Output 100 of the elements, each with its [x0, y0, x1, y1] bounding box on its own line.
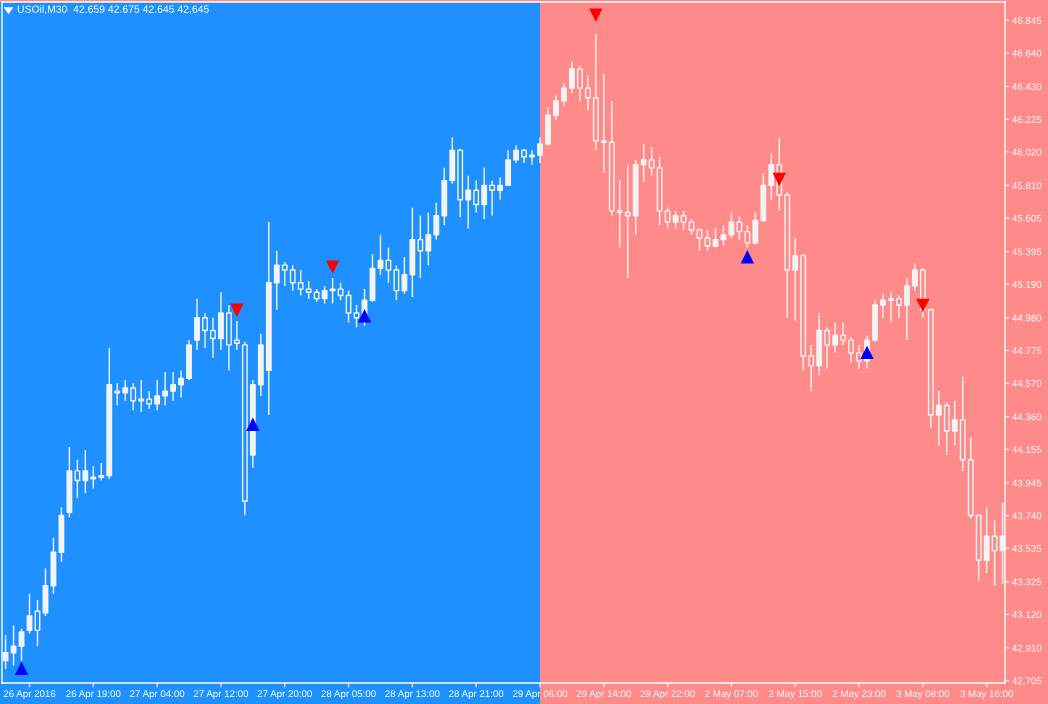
candlestick — [218, 291, 224, 351]
candlestick — [720, 224, 727, 247]
y-tick-label: 45.395 — [1012, 248, 1042, 256]
candlestick — [967, 436, 974, 520]
candlestick — [233, 320, 240, 351]
x-tick-label: 28 Apr 05:00 — [321, 690, 376, 700]
candlestick — [872, 299, 878, 343]
candlestick — [664, 207, 671, 230]
candlestick — [497, 176, 504, 201]
candlestick — [162, 371, 169, 407]
candlestick — [225, 304, 232, 372]
candlestick — [241, 341, 248, 517]
candlestick — [441, 167, 448, 226]
candlestick — [194, 297, 200, 351]
candlestick — [289, 264, 296, 292]
candlestick — [385, 246, 392, 284]
candlestick — [608, 100, 615, 217]
candlestick — [98, 462, 105, 482]
candlestick — [130, 382, 137, 411]
x-tick-label: 26 Apr 2016 — [3, 690, 56, 700]
x-tick-label: 27 Apr 04:00 — [130, 690, 185, 700]
candlestick — [345, 289, 352, 324]
candlestick — [146, 390, 153, 410]
point — [246, 418, 260, 431]
x-tick-label: 28 Apr 13:00 — [385, 690, 440, 700]
point — [358, 309, 371, 323]
y-tick-label: 44.155 — [1012, 446, 1042, 453]
candlestick — [784, 191, 791, 319]
y-tick-label: 45.605 — [1012, 214, 1042, 222]
y-tick-label: 46.225 — [1012, 115, 1042, 123]
candlestick — [927, 307, 934, 429]
candlestick — [919, 267, 926, 319]
candlestick — [513, 144, 519, 164]
candlestick — [840, 321, 847, 346]
candlestick — [74, 459, 81, 499]
candlestick — [537, 136, 543, 164]
y-tick-label: 44.570 — [1012, 379, 1042, 387]
candlestick — [616, 179, 623, 249]
candlestick — [401, 256, 408, 295]
x-tick-label: 2 May 15:00 — [768, 690, 822, 700]
x-tick-label: 2 May 07:00 — [705, 690, 758, 700]
candlestick — [122, 379, 129, 402]
candlestick — [911, 262, 918, 292]
candlestick — [895, 294, 902, 319]
candlestick — [880, 293, 886, 319]
candlestick — [792, 237, 799, 322]
candlestick — [26, 592, 33, 635]
candlestick — [433, 202, 440, 241]
point — [230, 303, 244, 317]
candlestick — [760, 171, 767, 223]
candlestick — [273, 250, 280, 311]
candlestick — [856, 344, 862, 370]
y-tick-label: 42.705 — [1012, 677, 1042, 685]
y-tick-label: 46.430 — [1012, 83, 1042, 91]
candlestick — [417, 215, 424, 279]
point — [860, 346, 874, 360]
candlestick — [449, 136, 456, 185]
candlestick — [473, 179, 480, 214]
candlestick — [584, 74, 591, 112]
candlestick — [34, 599, 41, 648]
candlestick — [210, 317, 216, 359]
candlestick — [903, 277, 910, 341]
candlestick — [680, 210, 687, 231]
x-tick-label: 2 May 23:00 — [832, 690, 886, 700]
candlestick — [313, 288, 320, 303]
candlestick — [82, 449, 89, 494]
candlestick — [409, 207, 416, 298]
candlestick — [800, 253, 807, 372]
candlestick — [178, 369, 184, 399]
candlestick — [704, 229, 711, 252]
candlestick — [983, 506, 990, 574]
point — [741, 250, 754, 264]
candlestick — [465, 175, 472, 230]
candlestick — [297, 269, 304, 297]
candlestick — [393, 264, 400, 301]
candlestick — [114, 382, 121, 407]
candlestick — [42, 567, 49, 617]
x-tick-label: 3 May 08:00 — [896, 690, 950, 700]
candlestick — [752, 211, 759, 246]
x-tick-label: 27 Apr 12:00 — [193, 690, 249, 700]
candlestick — [281, 261, 288, 287]
candlestick — [186, 339, 192, 381]
x-tick-label: 29 Apr 22:00 — [640, 690, 695, 700]
candlestick — [265, 221, 272, 416]
y-tick-label: 43.325 — [1012, 578, 1042, 586]
candlestick — [337, 281, 344, 301]
candlestick — [576, 65, 583, 102]
candlestick — [600, 73, 607, 174]
y-tick-label: 44.980 — [1012, 314, 1042, 322]
candlestick — [545, 106, 551, 147]
candlestick — [329, 277, 336, 305]
candlestick — [672, 210, 679, 230]
candlestick — [521, 148, 527, 164]
candlestick — [816, 312, 823, 376]
x-tick-label: 26 Apr 19:00 — [66, 690, 121, 700]
candlestick — [377, 234, 384, 276]
y-tick-label: 43.120 — [1012, 611, 1042, 619]
candlestick — [529, 149, 535, 166]
candlestick — [505, 149, 512, 187]
candlestick — [425, 211, 432, 266]
